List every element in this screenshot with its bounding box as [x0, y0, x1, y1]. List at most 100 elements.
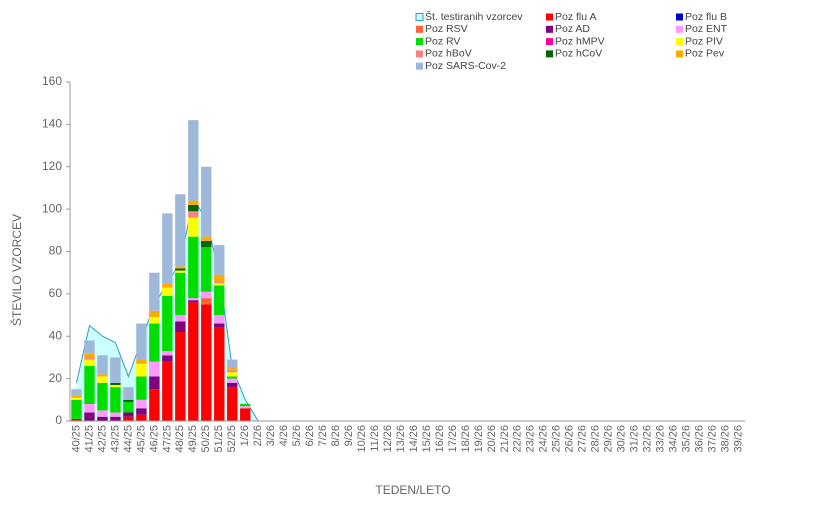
legend-label: Poz hMPV	[555, 35, 605, 47]
bar-segment	[123, 412, 134, 417]
y-tick-label: 60	[49, 286, 63, 300]
bar-segment	[123, 401, 134, 413]
bar-segment	[136, 376, 147, 400]
bar-segment	[240, 406, 251, 409]
x-tick-label: 44/25	[122, 425, 134, 453]
bar-segment	[188, 200, 199, 205]
bar-segment	[175, 266, 186, 269]
x-tick-label: 1/26	[239, 425, 251, 446]
bar-segment	[214, 274, 225, 282]
bar-segment	[214, 281, 225, 284]
x-tick-label: 31/26	[629, 425, 641, 453]
legend-label: Št. testiranih vzorcev	[425, 10, 523, 23]
legend-swatch	[676, 50, 683, 58]
bar-segment	[71, 397, 82, 400]
bar-segment	[175, 194, 186, 267]
y-tick-label: 80	[49, 244, 63, 258]
bar-segment	[162, 283, 173, 288]
x-tick-label: 10/26	[356, 425, 368, 453]
bar-segment	[201, 240, 212, 248]
x-tick-label: 16/26	[434, 425, 446, 453]
x-tick-label: 39/26	[732, 425, 744, 453]
legend-swatch	[676, 25, 683, 33]
bar-segment	[214, 327, 225, 421]
x-tick-label: 42/25	[96, 425, 108, 453]
bar-segment	[149, 272, 160, 311]
x-tick-label: 48/25	[174, 425, 186, 453]
bar-segment	[214, 245, 225, 275]
bar-segment	[201, 166, 212, 237]
x-tick-label: 11/26	[369, 425, 381, 452]
x-tick-label: 20/26	[486, 425, 498, 453]
bar-segment	[149, 317, 160, 324]
legend-label: Poz hCoV	[555, 48, 602, 60]
bar-segment	[110, 357, 121, 383]
bar-segment	[84, 357, 95, 360]
bar-segment	[123, 387, 134, 400]
bar-segment	[136, 399, 147, 409]
bar-segment	[188, 302, 199, 421]
bar-segment	[201, 298, 212, 305]
x-tick-label: 35/26	[680, 425, 692, 453]
x-tick-label: 49/25	[187, 425, 199, 453]
legend-label: Poz Pev	[685, 48, 725, 60]
bar-segment	[175, 321, 186, 333]
legend-label: Poz SARS-Cov-2	[425, 60, 506, 72]
legend-swatch	[546, 13, 553, 21]
bar-segment	[188, 300, 199, 303]
bar-segment	[188, 204, 199, 212]
legend-label: Poz RSV	[425, 23, 468, 35]
bar-segment	[97, 355, 108, 375]
bar-segment	[227, 372, 238, 377]
bar-segment	[136, 359, 147, 364]
bar-segment	[188, 211, 199, 218]
x-tick-label: 8/26	[330, 425, 342, 446]
y-tick-label: 160	[42, 74, 62, 88]
x-tick-label: 24/26	[538, 425, 550, 453]
x-tick-label: 40/25	[70, 425, 82, 453]
bar-segment	[110, 416, 121, 421]
x-tick-label: 29/26	[603, 425, 615, 453]
bar-segment	[201, 304, 212, 421]
y-tick-label: 140	[42, 117, 62, 131]
bar-segment	[71, 389, 82, 396]
bar-segment	[84, 359, 95, 366]
bar-segment	[71, 395, 82, 398]
bar-segment	[175, 315, 186, 322]
bar-segment	[227, 378, 238, 383]
legend-swatch	[546, 50, 553, 58]
bar-segment	[240, 408, 251, 421]
x-tick-label: 6/26	[304, 425, 316, 446]
x-tick-label: 43/25	[109, 425, 121, 453]
bar-segment	[214, 315, 225, 324]
x-tick-label: 47/25	[161, 425, 173, 453]
bar-segment	[162, 351, 173, 356]
legend-label: Poz flu B	[685, 11, 727, 23]
bar-segment	[110, 382, 121, 385]
bar-segment	[97, 410, 108, 417]
legend-swatch	[416, 38, 423, 46]
legend-swatch	[416, 25, 423, 33]
bar-segment	[110, 387, 121, 413]
x-tick-label: 9/26	[343, 425, 355, 446]
x-tick-label: 13/26	[395, 425, 407, 453]
x-tick-label: 3/26	[265, 425, 277, 446]
x-tick-label: 32/26	[642, 425, 654, 453]
bar-segment	[123, 416, 134, 421]
legend-swatch	[676, 13, 683, 21]
bar-segment	[162, 287, 173, 296]
x-tick-label: 23/26	[525, 425, 537, 453]
x-tick-label: 45/25	[135, 425, 147, 453]
bar-segment	[123, 399, 134, 402]
bar-segment	[188, 236, 199, 299]
bar-segment	[201, 291, 212, 299]
legend-label: Poz RV	[425, 35, 460, 47]
x-tick-label: 28/26	[590, 425, 602, 453]
bar-segment	[84, 412, 95, 421]
x-tick-label: 14/26	[408, 425, 420, 453]
bar-segment	[149, 361, 160, 377]
bar-segment	[136, 408, 147, 415]
y-tick-label: 100	[42, 201, 62, 215]
bar-segment	[240, 404, 251, 407]
